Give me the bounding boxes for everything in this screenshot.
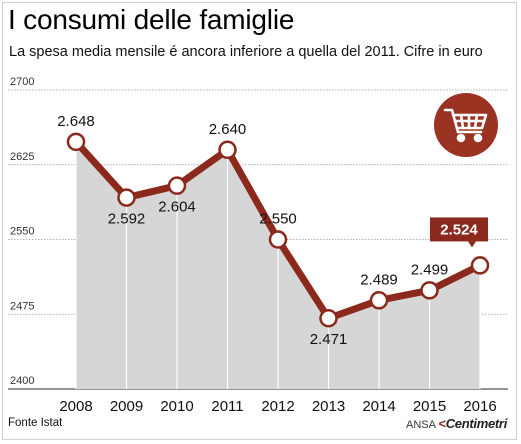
- data-point: [369, 291, 389, 310]
- credit-prefix: ANSA: [406, 419, 436, 431]
- x-tick-label: 2012: [261, 398, 294, 415]
- x-tick-label: 2016: [463, 398, 496, 415]
- x-tick-label: 2015: [413, 398, 446, 415]
- y-tick-label: 2550: [10, 226, 34, 238]
- data-point: [218, 140, 237, 160]
- shopping-cart-icon: [443, 108, 488, 143]
- chart-title: I consumi delle famiglie: [8, 4, 295, 35]
- y-tick-label: 2400: [10, 375, 34, 387]
- data-label: 2.648: [57, 113, 95, 130]
- x-tick-label: 2008: [59, 398, 92, 415]
- data-point: [167, 176, 187, 195]
- data-label: 2.499: [411, 261, 449, 278]
- credit-brand: <Centimetri: [438, 416, 508, 431]
- data-label: 2.640: [209, 121, 247, 138]
- data-point: [66, 132, 86, 152]
- data-label: 2.471: [310, 331, 348, 348]
- highlight-data-label: 2.524: [440, 221, 478, 238]
- highlight-label-box: [430, 217, 488, 242]
- x-tick-label: 2013: [312, 398, 345, 415]
- x-tick-label: 2010: [160, 398, 193, 415]
- x-tick-label: 2014: [362, 398, 395, 415]
- x-tick-label: 2011: [211, 398, 243, 415]
- y-tick-label: 2475: [10, 300, 34, 312]
- y-tick-label: 2625: [10, 151, 34, 163]
- highlight-label-pointer: [468, 241, 476, 248]
- chart-subtitle: La spesa media mensile é ancora inferior…: [9, 44, 483, 60]
- data-label: 2.489: [360, 271, 398, 288]
- data-label: 2.550: [259, 211, 297, 228]
- data-label: 2.592: [108, 211, 146, 228]
- y-tick-label: 2700: [10, 76, 34, 88]
- data-point: [319, 308, 338, 328]
- credit-logo: ANSA <Centimetri: [406, 416, 507, 431]
- data-point: [117, 188, 136, 207]
- data-point: [268, 230, 288, 249]
- source-note: Fonte Istat: [8, 417, 63, 429]
- x-tick-label: 2009: [110, 398, 143, 415]
- shopping-cart-icon-badge: [434, 93, 498, 157]
- data-label: 2.604: [158, 199, 196, 216]
- data-point: [470, 256, 490, 275]
- data-point: [420, 281, 439, 300]
